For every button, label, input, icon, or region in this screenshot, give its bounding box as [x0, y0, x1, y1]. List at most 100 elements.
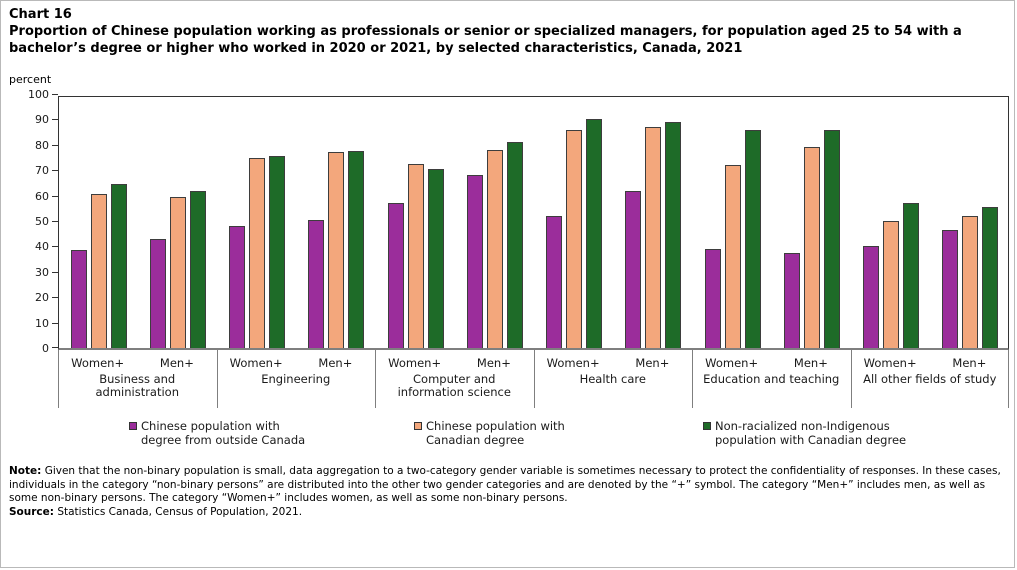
bar	[783, 252, 800, 348]
bar	[625, 190, 642, 348]
field-label: Education and teaching	[703, 372, 840, 386]
bar	[803, 147, 820, 348]
gender-label: Women+	[71, 356, 125, 370]
bar	[466, 175, 483, 348]
gender-label: Men+	[793, 356, 828, 370]
category-separator	[692, 350, 693, 408]
x-axis-label-area: Women+ Men+ Business and administration Wom…	[58, 350, 1009, 412]
bar	[249, 157, 266, 348]
bar	[189, 190, 206, 348]
y-tick-mark	[52, 221, 58, 222]
plot-area: 0 10 20 30 40 50 60 70 80 90 100	[28, 88, 1009, 355]
legend-label: Non-racialized non-Indigenous population…	[715, 419, 906, 447]
y-tick-label: 70	[35, 164, 49, 178]
legend-label-line: Chinese population with	[426, 419, 565, 433]
bar	[546, 215, 563, 348]
bar	[387, 203, 404, 348]
y-tick-label: 100	[28, 88, 49, 101]
category-separator	[375, 350, 376, 408]
bar	[645, 127, 662, 348]
y-tick-label: 0	[42, 342, 49, 355]
field-label: Business and administration	[95, 372, 180, 399]
y-tick-mark	[52, 119, 58, 121]
gender-label: Men+	[159, 356, 194, 370]
field-label: Computer and information science	[397, 372, 511, 399]
bar	[506, 142, 523, 348]
y-axis-unit-label: percent	[9, 73, 52, 86]
bar	[704, 248, 721, 348]
gender-label: Women+	[863, 356, 917, 370]
legend-label-line: degree from outside Canada	[141, 433, 306, 447]
y-tick-mark	[52, 170, 58, 172]
bar	[110, 184, 127, 348]
bar	[982, 207, 999, 348]
bar	[903, 203, 920, 348]
y-tick-label: 90	[35, 113, 49, 127]
bar	[229, 226, 246, 348]
gender-label: Men+	[952, 356, 987, 370]
gender-label: Women+	[705, 356, 759, 370]
y-tick-label: 50	[35, 215, 49, 228]
bar	[823, 129, 840, 348]
field-label: All other fields of study	[863, 372, 997, 386]
legend-label: Chinese population with degree from outs…	[141, 419, 305, 447]
y-tick-mark	[52, 246, 58, 248]
note-body: Given that the non-binary population is …	[9, 465, 1001, 504]
legend-label-line: Chinese population with	[141, 419, 280, 433]
y-tick-label: 40	[35, 240, 49, 254]
bar	[962, 215, 979, 348]
gender-label: Men+	[476, 356, 511, 370]
bar	[427, 168, 444, 348]
y-tick-mark	[52, 347, 58, 348]
note-text: Note: Given that the non-binary populati…	[9, 465, 1002, 506]
bar	[90, 194, 107, 348]
y-tick-mark	[52, 322, 58, 324]
page-title: Proportion of Chinese population working…	[9, 24, 962, 56]
bar	[149, 238, 166, 348]
legend-label: Chinese population with Canadian degree	[426, 419, 565, 447]
y-tick-mark	[52, 94, 58, 95]
title-block: Chart 16 Proportion of Chinese populatio…	[1, 1, 1014, 57]
bar	[486, 149, 503, 348]
legend-item: Chinese population with degree from outs…	[129, 419, 305, 447]
bar	[169, 196, 186, 348]
gender-label: Women+	[229, 356, 283, 370]
y-tick-label: 20	[35, 291, 49, 305]
bar	[566, 129, 583, 348]
y-tick-label: 30	[35, 265, 49, 279]
y-tick-label: 10	[35, 316, 49, 330]
gender-label: Men+	[318, 356, 353, 370]
legend-label-line: Canadian degree	[426, 433, 525, 447]
chart-number: Chart 16	[9, 7, 72, 22]
gender-label: Men+	[635, 356, 670, 370]
bar	[407, 163, 424, 348]
y-tick-mark	[52, 195, 58, 197]
bar	[665, 121, 682, 348]
category-separator	[58, 350, 59, 408]
note-label: Note:	[9, 465, 42, 477]
category-separator	[533, 350, 535, 408]
legend: Chinese population with degree from outs…	[1, 417, 1014, 461]
source-text: Source: Statistics Canada, Census of Pop…	[9, 506, 1002, 520]
y-tick-mark	[52, 271, 58, 273]
category-separator	[1008, 350, 1009, 408]
bar	[883, 221, 900, 348]
legend-swatch-green	[703, 422, 711, 430]
y-tick-mark	[52, 144, 58, 146]
bar	[328, 152, 345, 348]
y-tick-label: 80	[35, 138, 49, 152]
legend-label-line: population with Canadian degree	[715, 433, 907, 447]
bar	[70, 250, 87, 348]
legend-label-line: Non-racialized non-Indigenous	[715, 419, 890, 433]
legend-item: Chinese population with Canadian degree	[414, 419, 565, 447]
footer-notes: Note: Given that the non-binary populati…	[1, 461, 1014, 519]
y-tick-mark	[52, 297, 58, 299]
bar	[308, 219, 325, 348]
source-label: Source:	[9, 505, 54, 518]
chart-region: 0 10 20 30 40 50 60 70 80 90 100 Women+ Men+ Busines…	[28, 88, 1009, 412]
bar	[863, 246, 880, 348]
category-separator	[216, 350, 218, 408]
gender-label: Women+	[388, 356, 442, 370]
bar	[744, 129, 761, 348]
